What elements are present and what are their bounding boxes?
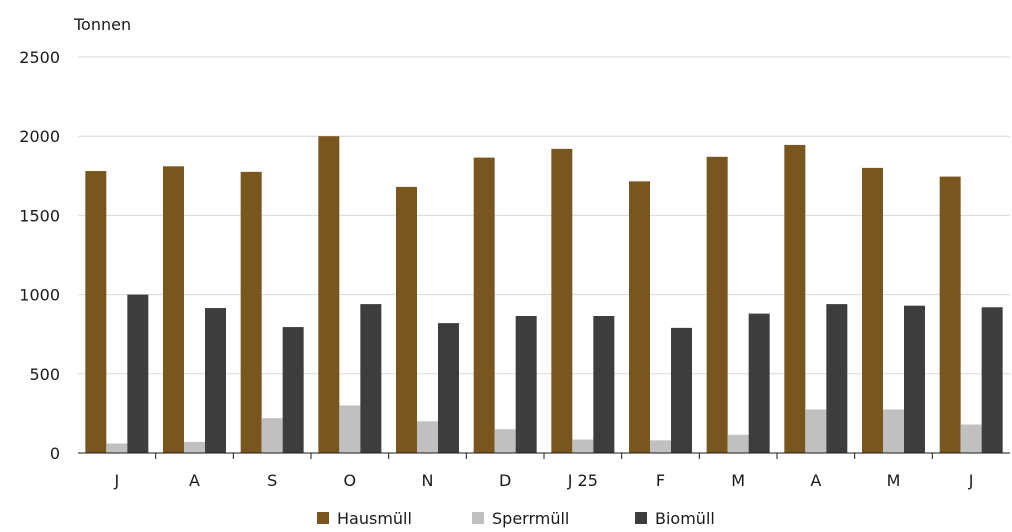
bar	[163, 166, 184, 453]
legend-label: Sperrmüll	[492, 509, 569, 528]
x-axis-ticks: J A S O N D J 25 F M A M J	[113, 453, 974, 490]
bar	[106, 443, 128, 453]
x-tick-label: O	[344, 471, 357, 490]
x-tick-label: J	[968, 471, 974, 490]
x-tick-label: A	[189, 471, 200, 490]
x-tick-label: N	[422, 471, 434, 490]
bar	[572, 439, 594, 453]
y-axis-ticks: 0 500 1000 1500 2000 2500	[19, 48, 60, 463]
bar	[261, 418, 283, 453]
bar	[784, 144, 806, 454]
bar	[205, 308, 226, 453]
y-tick-label: 1000	[19, 286, 60, 305]
bar	[883, 409, 904, 453]
bar	[960, 424, 982, 453]
bar	[727, 434, 749, 453]
x-tick-label: J	[113, 471, 119, 490]
bar	[396, 186, 417, 453]
bar	[184, 441, 205, 453]
bar	[862, 167, 883, 453]
bar	[629, 181, 650, 453]
bar	[127, 294, 149, 453]
y-tick-label: 1500	[19, 206, 60, 225]
bar	[805, 409, 827, 453]
y-tick-label: 0	[50, 444, 60, 463]
bar	[748, 313, 770, 453]
bar	[826, 304, 848, 453]
bar	[282, 327, 304, 453]
gridlines	[78, 56, 1010, 375]
x-tick-label: D	[499, 471, 511, 490]
y-axis-unit-label: Tonnen	[73, 15, 131, 34]
bar	[417, 421, 438, 453]
bar	[551, 148, 573, 453]
x-tick-label: M	[887, 471, 901, 490]
y-tick-label: 500	[29, 365, 60, 384]
bars	[85, 136, 1003, 454]
bar	[981, 307, 1003, 453]
bar	[494, 429, 516, 453]
bar	[706, 156, 728, 454]
x-tick-label: J 25	[567, 471, 598, 490]
x-tick-label: M	[731, 471, 745, 490]
bar	[85, 171, 107, 453]
bar	[360, 304, 382, 453]
bar	[904, 305, 925, 453]
bar	[473, 157, 495, 454]
y-tick-label: 2000	[19, 127, 60, 146]
legend-label: Biomüll	[655, 509, 715, 528]
x-tick-label: S	[267, 471, 277, 490]
bar	[318, 136, 340, 453]
bar	[939, 176, 961, 454]
legend-swatch	[635, 512, 647, 524]
legend-swatch	[317, 512, 329, 524]
bar	[593, 315, 615, 453]
bar	[240, 171, 262, 453]
x-tick-label: A	[810, 471, 821, 490]
bar	[650, 440, 671, 453]
bar	[671, 327, 692, 453]
legend: Hausmüll Sperrmüll Biomüll	[317, 509, 715, 528]
x-tick-label: F	[656, 471, 665, 490]
bar	[438, 323, 459, 453]
legend-swatch	[472, 512, 484, 524]
legend-label: Hausmüll	[337, 509, 412, 528]
bar	[339, 405, 361, 453]
y-tick-label: 2500	[19, 48, 60, 67]
bar	[515, 315, 537, 453]
